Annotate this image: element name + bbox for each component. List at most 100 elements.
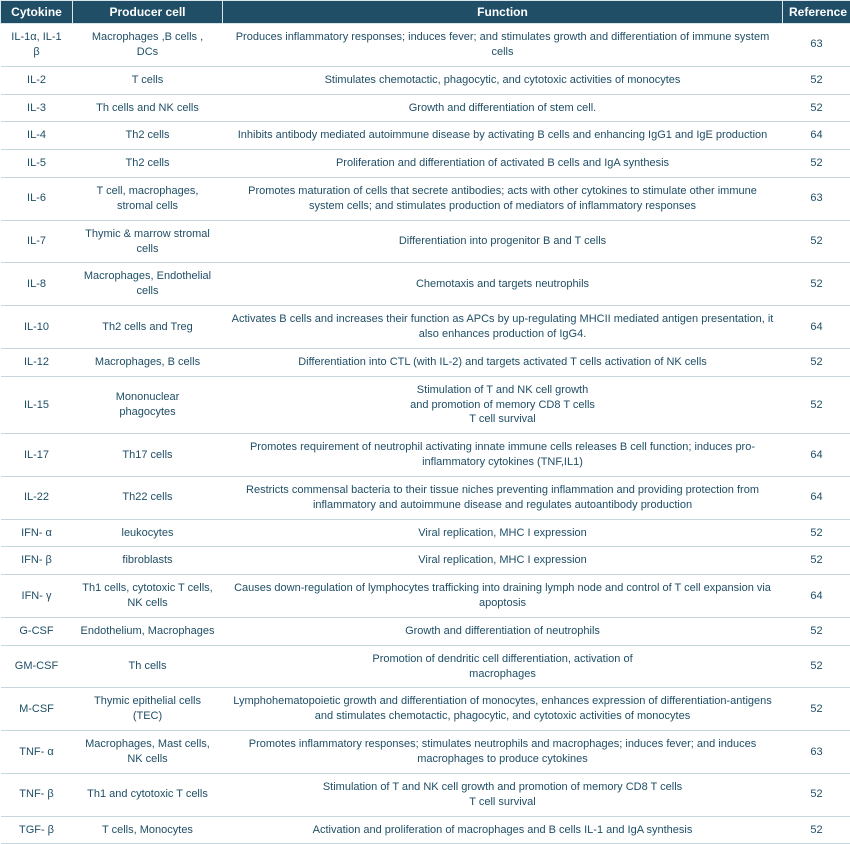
cell-cytokine: IL-1α, IL-1 β xyxy=(1,24,73,67)
cell-producer: Thymic epithelial cells (TEC) xyxy=(73,688,223,731)
cell-function: Viral replication, MHC I expression xyxy=(223,519,783,547)
cell-function: Produces inflammatory responses; induces… xyxy=(223,24,783,67)
cell-function: Differentiation into progenitor B and T … xyxy=(223,220,783,263)
cell-producer: leukocytes xyxy=(73,519,223,547)
cell-cytokine: G-CSF xyxy=(1,617,73,645)
cell-producer: Th cells and NK cells xyxy=(73,94,223,122)
cell-cytokine: IFN- α xyxy=(1,519,73,547)
cell-reference: 52 xyxy=(783,94,850,122)
cell-reference: 52 xyxy=(783,66,850,94)
table-row: IL-7Thymic & marrow stromal cellsDiffere… xyxy=(1,220,850,263)
cell-cytokine: IL-3 xyxy=(1,94,73,122)
cell-producer: Macrophages, Endothelial cells xyxy=(73,263,223,306)
cell-producer: Thymic & marrow stromal cells xyxy=(73,220,223,263)
cell-reference: 64 xyxy=(783,575,850,618)
table-row: TGF- βT cells, MonocytesActivation and p… xyxy=(1,816,850,844)
cell-cytokine: TGF- β xyxy=(1,816,73,844)
cell-function: Growth and differentiation of stem cell. xyxy=(223,94,783,122)
cell-function: Activation and proliferation of macropha… xyxy=(223,816,783,844)
table-row: IL-12Macrophages, B cellsDifferentiation… xyxy=(1,348,850,376)
table-row: IL-22Th22 cellsRestricts commensal bacte… xyxy=(1,476,850,519)
cell-producer: Macrophages, B cells xyxy=(73,348,223,376)
cell-function: Promotes maturation of cells that secret… xyxy=(223,178,783,221)
cell-reference: 64 xyxy=(783,306,850,349)
cell-function: Promotes inflammatory responses; stimula… xyxy=(223,731,783,774)
cell-cytokine: IL-15 xyxy=(1,376,73,434)
cell-function: Inhibits antibody mediated autoimmune di… xyxy=(223,122,783,150)
table-row: TNF- βTh1 and cytotoxic T cellsStimulati… xyxy=(1,773,850,816)
cell-function: Proliferation and differentiation of act… xyxy=(223,150,783,178)
cell-function: Differentiation into CTL (with IL-2) and… xyxy=(223,348,783,376)
cell-reference: 52 xyxy=(783,263,850,306)
cell-producer: Th1 and cytotoxic T cells xyxy=(73,773,223,816)
table-row: IL-2T cellsStimulates chemotactic, phago… xyxy=(1,66,850,94)
table-row: IL-4Th2 cellsInhibits antibody mediated … xyxy=(1,122,850,150)
cell-cytokine: IL-7 xyxy=(1,220,73,263)
cell-function: Activates B cells and increases their fu… xyxy=(223,306,783,349)
cell-cytokine: GM-CSF xyxy=(1,645,73,688)
cell-reference: 52 xyxy=(783,150,850,178)
cell-producer: Th22 cells xyxy=(73,476,223,519)
table-header: Cytokine Producer cell Function Referenc… xyxy=(1,1,850,24)
cell-function: Stimulates chemotactic, phagocytic, and … xyxy=(223,66,783,94)
cell-reference: 52 xyxy=(783,688,850,731)
cell-producer: Macrophages, Mast cells, NK cells xyxy=(73,731,223,774)
cell-reference: 52 xyxy=(783,348,850,376)
table-row: IL-10Th2 cells and TregActivates B cells… xyxy=(1,306,850,349)
cell-reference: 52 xyxy=(783,617,850,645)
cell-producer: Endothelium, Macrophages xyxy=(73,617,223,645)
table-row: IL-5Th2 cellsProliferation and different… xyxy=(1,150,850,178)
table-row: G-CSFEndothelium, MacrophagesGrowth and … xyxy=(1,617,850,645)
table-row: IFN- γTh1 cells, cytotoxic T cells, NK c… xyxy=(1,575,850,618)
table-row: IL-6T cell, macrophages, stromal cellsPr… xyxy=(1,178,850,221)
cell-cytokine: IL-10 xyxy=(1,306,73,349)
cell-cytokine: TNF- α xyxy=(1,731,73,774)
table-row: M-CSFThymic epithelial cells (TEC)Lympho… xyxy=(1,688,850,731)
cell-producer: T cells xyxy=(73,66,223,94)
cell-function: Lymphohematopoietic growth and different… xyxy=(223,688,783,731)
cell-reference: 52 xyxy=(783,816,850,844)
cell-producer: Th cells xyxy=(73,645,223,688)
cell-cytokine: IL-22 xyxy=(1,476,73,519)
table-row: TNF- αMacrophages, Mast cells, NK cellsP… xyxy=(1,731,850,774)
cell-function: Stimulation of T and NK cell growthand p… xyxy=(223,376,783,434)
cell-cytokine: IL-8 xyxy=(1,263,73,306)
cell-producer: Th1 cells, cytotoxic T cells, NK cells xyxy=(73,575,223,618)
cell-reference: 63 xyxy=(783,178,850,221)
cell-cytokine: TNF- β xyxy=(1,773,73,816)
cell-function: Promotes requirement of neutrophil activ… xyxy=(223,434,783,477)
table-row: IFN- βfibroblastsViral replication, MHC … xyxy=(1,547,850,575)
cell-producer: Th2 cells xyxy=(73,122,223,150)
table-row: IL-17Th17 cellsPromotes requirement of n… xyxy=(1,434,850,477)
cell-function: Restricts commensal bacteria to their ti… xyxy=(223,476,783,519)
cell-producer: Th2 cells xyxy=(73,150,223,178)
cell-producer: fibroblasts xyxy=(73,547,223,575)
cell-reference: 52 xyxy=(783,220,850,263)
cell-cytokine: IL-2 xyxy=(1,66,73,94)
table-row: IL-3Th cells and NK cellsGrowth and diff… xyxy=(1,94,850,122)
cell-function: Promotion of dendritic cell differentiat… xyxy=(223,645,783,688)
cytokine-table: Cytokine Producer cell Function Referenc… xyxy=(0,0,850,844)
cell-reference: 64 xyxy=(783,476,850,519)
table-row: IL-8Macrophages, Endothelial cellsChemot… xyxy=(1,263,850,306)
table-row: IL-15MononuclearphagocytesStimulation of… xyxy=(1,376,850,434)
cell-cytokine: IL-5 xyxy=(1,150,73,178)
cell-reference: 52 xyxy=(783,645,850,688)
cell-reference: 63 xyxy=(783,731,850,774)
cell-producer: Macrophages ,B cells , DCs xyxy=(73,24,223,67)
cell-reference: 52 xyxy=(783,519,850,547)
cell-producer: Mononuclearphagocytes xyxy=(73,376,223,434)
col-header-reference: Reference xyxy=(783,1,850,24)
cell-producer: Th2 cells and Treg xyxy=(73,306,223,349)
cell-producer: T cells, Monocytes xyxy=(73,816,223,844)
table-row: IFN- αleukocytesViral replication, MHC I… xyxy=(1,519,850,547)
cell-function: Stimulation of T and NK cell growth and … xyxy=(223,773,783,816)
cell-producer: T cell, macrophages, stromal cells xyxy=(73,178,223,221)
cell-function: Growth and differentiation of neutrophil… xyxy=(223,617,783,645)
table-row: IL-1α, IL-1 βMacrophages ,B cells , DCsP… xyxy=(1,24,850,67)
cell-cytokine: IL-4 xyxy=(1,122,73,150)
cell-cytokine: IL-6 xyxy=(1,178,73,221)
cell-reference: 64 xyxy=(783,122,850,150)
cell-reference: 52 xyxy=(783,376,850,434)
cell-reference: 52 xyxy=(783,773,850,816)
